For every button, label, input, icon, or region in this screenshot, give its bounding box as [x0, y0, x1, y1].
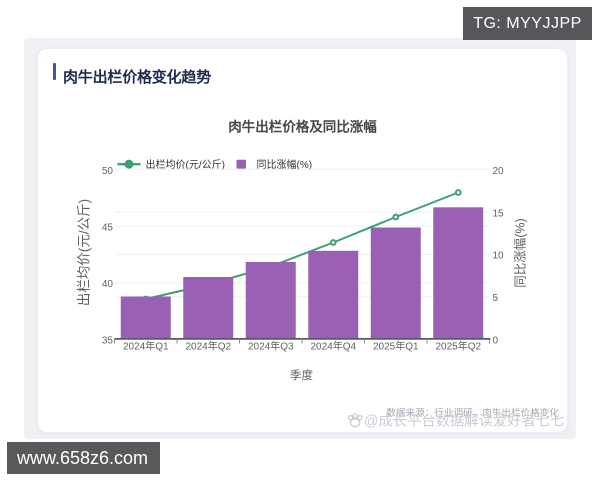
svg-text:20: 20: [493, 166, 505, 177]
svg-text:出栏均价(元/公斤): 出栏均价(元/公斤): [77, 199, 92, 306]
svg-text:季度: 季度: [290, 368, 313, 382]
svg-text:10: 10: [493, 251, 505, 262]
svg-text:同比涨幅(%): 同比涨幅(%): [257, 158, 313, 171]
svg-text:2025年Q2: 2025年Q2: [435, 340, 481, 353]
svg-text:@成长平台数据解读爱好者七七: @成长平台数据解读爱好者七七: [364, 413, 564, 430]
svg-text:数据来源：行业调研，肉牛出栏价格变化: 数据来源：行业调研，肉牛出栏价格变化: [386, 407, 559, 419]
svg-text:15: 15: [493, 208, 505, 219]
svg-text:同比涨幅(%): 同比涨幅(%): [513, 218, 528, 287]
svg-text:50: 50: [102, 166, 114, 177]
svg-text:40: 40: [102, 279, 114, 290]
svg-text:5: 5: [493, 293, 499, 304]
svg-text:出栏均价(元/公斤): 出栏均价(元/公斤): [146, 158, 225, 171]
svg-text:0: 0: [493, 336, 499, 347]
svg-text:肉牛出栏价格及同比涨幅: 肉牛出栏价格及同比涨幅: [228, 119, 377, 135]
svg-text:2024年Q2: 2024年Q2: [185, 340, 231, 353]
svg-text:2024年Q1: 2024年Q1: [123, 340, 169, 353]
svg-text:2024年Q3: 2024年Q3: [248, 340, 294, 353]
svg-text:35: 35: [102, 336, 114, 347]
svg-text:2025年Q1: 2025年Q1: [373, 340, 419, 353]
svg-text:2024年Q4: 2024年Q4: [310, 340, 356, 353]
svg-text:45: 45: [102, 223, 114, 234]
